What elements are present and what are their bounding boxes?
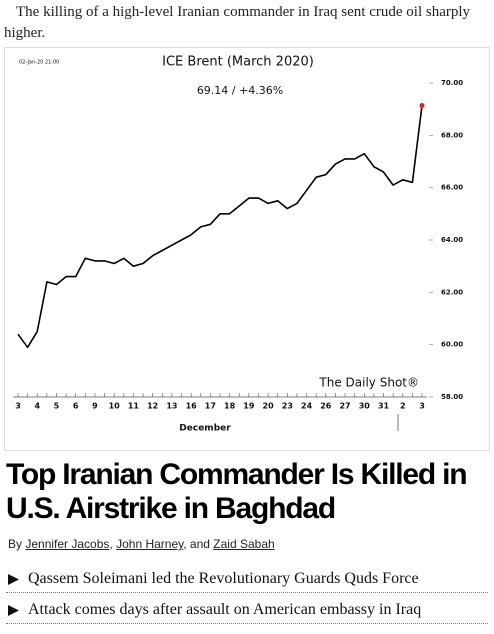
caption: The killing of a high-level Iranian comm… bbox=[4, 4, 471, 41]
x-tick-label: 26 bbox=[320, 402, 332, 411]
x-tick-label: 24 bbox=[301, 402, 313, 411]
x-axis-label: December bbox=[179, 424, 231, 434]
author-link[interactable]: Zaid Sabah bbox=[213, 537, 275, 551]
x-tick-label: 16 bbox=[186, 402, 198, 411]
x-tick-label: 6 bbox=[73, 402, 79, 411]
bullet: Qassem Soleimani led the Revolutionary G… bbox=[6, 566, 488, 593]
x-tick-label: 10 bbox=[109, 402, 121, 411]
chart: 02-Jan-20 21:00 ICE Brent (March 2020) 6… bbox=[13, 55, 463, 434]
x-tick-label: 4 bbox=[34, 402, 40, 411]
x-tick-label: 13 bbox=[166, 402, 177, 411]
x-tick-label: 20 bbox=[263, 402, 275, 411]
x-tick-label: 11 bbox=[128, 402, 140, 411]
x-tick-label: 18 bbox=[224, 402, 236, 411]
price-line bbox=[17, 105, 423, 349]
separator: , bbox=[109, 537, 113, 551]
bullet-text: Attack comes days after assault on Ameri… bbox=[28, 601, 422, 618]
author-link[interactable]: Jennifer Jacobs bbox=[25, 537, 110, 551]
bullet-icon bbox=[8, 574, 19, 585]
x-tick-label: 19 bbox=[243, 402, 255, 411]
y-tick-label: 68.00 bbox=[441, 131, 463, 139]
x-tick-label: 3 bbox=[419, 402, 425, 411]
y-tick-label: 62.00 bbox=[441, 288, 463, 296]
y-tick-label: 66.00 bbox=[441, 184, 463, 192]
y-tick-label: 58.00 bbox=[441, 393, 463, 401]
author-link[interactable]: John Harney bbox=[116, 537, 184, 551]
watermark: The Daily Shot® bbox=[318, 376, 419, 390]
y-tick-label: 64.00 bbox=[441, 236, 463, 244]
x-tick-label: 23 bbox=[282, 402, 293, 411]
last-point bbox=[419, 103, 425, 109]
timestamp: 02-Jan-20 21:00 bbox=[19, 60, 59, 66]
x-tick-label: 17 bbox=[205, 402, 216, 411]
x-tick-label: 30 bbox=[359, 402, 371, 411]
x-tick-label: 5 bbox=[54, 402, 60, 411]
separator: , and bbox=[183, 537, 210, 551]
bullet-text: Qassem Soleimani led the Revolutionary G… bbox=[28, 570, 419, 587]
x-tick-label: 31 bbox=[378, 402, 390, 411]
byline: By Jennifer Jacobs, John Harney, and Zai… bbox=[8, 537, 275, 551]
x-tick-label: 3 bbox=[15, 402, 21, 411]
x-tick-label: 12 bbox=[147, 402, 158, 411]
y-tick-label: 60.00 bbox=[441, 341, 463, 349]
y-tick-label: 70.00 bbox=[441, 79, 463, 87]
x-tick-label: 9 bbox=[92, 402, 98, 411]
chart-panel: 02-Jan-20 21:00 ICE Brent (March 2020) 6… bbox=[4, 47, 490, 451]
chart-title: ICE Brent (March 2020) bbox=[162, 55, 314, 70]
bullet: Attack comes days after assault on Ameri… bbox=[6, 597, 488, 624]
annotation: 69.14 / +4.36% bbox=[197, 84, 283, 97]
bullet-icon bbox=[8, 605, 19, 616]
x-tick-label: 27 bbox=[339, 402, 350, 411]
byline-prefix: By bbox=[8, 537, 23, 551]
headline: Top Iranian Commander Is Killed in U.S. … bbox=[6, 458, 468, 525]
x-tick-label: 2 bbox=[400, 402, 406, 411]
